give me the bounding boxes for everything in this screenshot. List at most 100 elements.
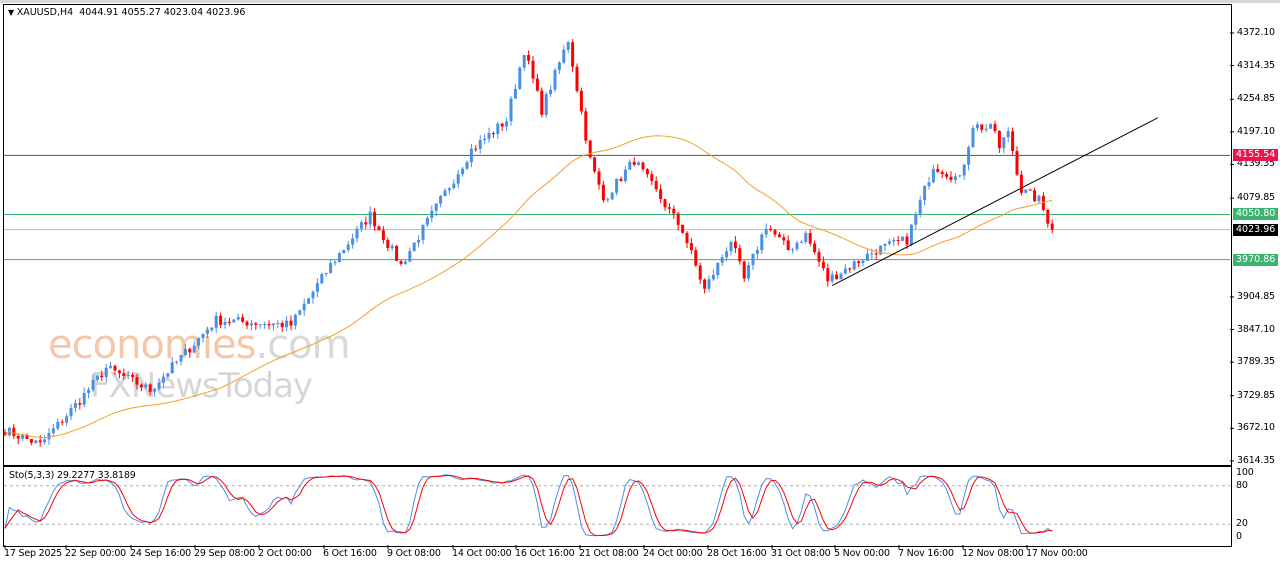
candle-bullish: [236, 317, 240, 320]
candle-bearish: [3, 432, 7, 436]
candle-bearish: [808, 233, 812, 244]
candle-bullish: [276, 323, 280, 325]
x-tick-label: 17 Nov 00:00: [1026, 548, 1088, 559]
candle-bullish: [293, 314, 297, 326]
candle-bullish: [104, 367, 108, 378]
candle-bullish: [346, 244, 350, 250]
candle-bearish: [817, 252, 821, 262]
candle-bullish: [764, 228, 768, 235]
candle-bullish: [1037, 195, 1041, 202]
candle-bullish: [923, 186, 927, 201]
candle-bearish: [135, 377, 139, 385]
candle-bearish: [777, 234, 781, 238]
candle-bullish: [852, 261, 856, 270]
candle-bullish: [953, 176, 957, 180]
ohlc-values: 4044.91 4055.27 4023.04 4023.96: [79, 7, 246, 18]
x-tick-label: 9 Oct 08:00: [387, 548, 441, 559]
candle-bullish: [258, 324, 262, 326]
candle-bearish: [821, 261, 825, 269]
candle-bullish: [249, 323, 253, 326]
candle-bearish: [579, 90, 583, 112]
x-tick-label: 2 Oct 00:00: [258, 548, 312, 559]
candle-bearish: [945, 174, 949, 177]
y-tick-label: 4079.85: [1237, 192, 1275, 204]
candle-bullish: [21, 435, 25, 439]
main-price-pane[interactable]: [3, 4, 1232, 466]
candle-bullish: [73, 403, 77, 408]
candle-bullish: [355, 228, 359, 239]
y-tick-label: 4314.35: [1237, 59, 1275, 71]
candle-bearish: [245, 321, 249, 326]
candle-bearish: [782, 237, 786, 241]
candle-bearish: [685, 232, 689, 244]
x-tick-label: 6 Oct 16:00: [323, 548, 377, 559]
symbol-header: ▼ XAUUSD,H4 4044.91 4055.27 4023.04 4023…: [8, 7, 245, 18]
y-tick-label: 4197.10: [1237, 125, 1275, 137]
candle-bullish: [51, 428, 55, 434]
wm-c: .com: [255, 322, 350, 368]
candle-bearish: [25, 435, 29, 439]
candle-bearish: [601, 184, 605, 201]
collapse-triangle-icon[interactable]: ▼: [8, 8, 17, 17]
candle-bearish: [399, 260, 403, 264]
candle-bearish: [689, 243, 693, 251]
candle-bearish: [280, 323, 284, 328]
candle-bullish: [861, 260, 865, 263]
candle-bearish: [267, 324, 271, 326]
x-tick-label: 17 Sep 2025: [4, 548, 63, 559]
trendline: [831, 117, 1159, 286]
candle-bearish: [540, 90, 544, 115]
x-tick-label: 14 Oct 00:00: [452, 548, 512, 559]
wm-b: mies: [163, 322, 257, 368]
candle-bearish: [12, 427, 16, 436]
candle-bullish: [487, 133, 491, 139]
stochastic-level-label: 80: [1236, 479, 1248, 491]
candle-bearish: [936, 168, 940, 172]
candle-bearish: [1041, 195, 1045, 210]
candle-bullish: [342, 249, 346, 254]
candle-bullish: [87, 389, 91, 393]
candle-bullish: [447, 188, 451, 191]
x-tick-label: 5 Nov 00:00: [834, 548, 890, 559]
candle-bearish: [659, 189, 663, 200]
candle-bearish: [575, 66, 579, 91]
x-tick-label: 21 Oct 08:00: [579, 548, 639, 559]
candle-bearish: [619, 178, 623, 182]
candle-bullish: [47, 433, 51, 440]
candle-bullish: [82, 392, 86, 405]
candle-bullish: [883, 243, 887, 246]
candle-bearish: [148, 384, 152, 392]
candle-bullish: [166, 373, 170, 377]
wm-a: econo: [48, 322, 165, 368]
candle-bearish: [681, 224, 685, 233]
x-tick-label: 7 Nov 16:00: [898, 548, 954, 559]
candle-bullish: [109, 365, 113, 368]
candle-bullish: [69, 407, 73, 417]
candle-bearish: [364, 222, 368, 225]
candle-bullish: [914, 213, 918, 225]
candle-bullish: [175, 361, 179, 363]
candle-bearish: [694, 250, 698, 266]
candle-bullish: [403, 261, 407, 264]
stochastic-k-line: [4, 474, 1053, 537]
candle-bearish: [227, 321, 231, 323]
candle-bullish: [34, 440, 38, 443]
candle-bullish: [157, 382, 161, 389]
candle-bullish: [315, 283, 319, 292]
window-top-bar: [0, 0, 1280, 3]
candle-bullish: [201, 333, 205, 339]
candle-bullish: [751, 253, 755, 266]
candle-bullish: [197, 338, 201, 346]
y-tick-label: 3614.35: [1237, 454, 1275, 466]
candle-bearish: [949, 176, 953, 180]
candle-bullish: [496, 123, 500, 134]
candle-bearish: [78, 403, 82, 405]
candle-bullish: [747, 265, 751, 279]
candle-bullish: [830, 274, 834, 282]
candle-bullish: [161, 376, 165, 383]
watermark-fxnewstoday-logo: FXNewsToday: [90, 366, 313, 406]
candle-bearish: [813, 243, 817, 253]
candle-bullish: [901, 236, 905, 241]
candle-bullish: [311, 291, 315, 299]
candle-bullish: [927, 182, 931, 187]
